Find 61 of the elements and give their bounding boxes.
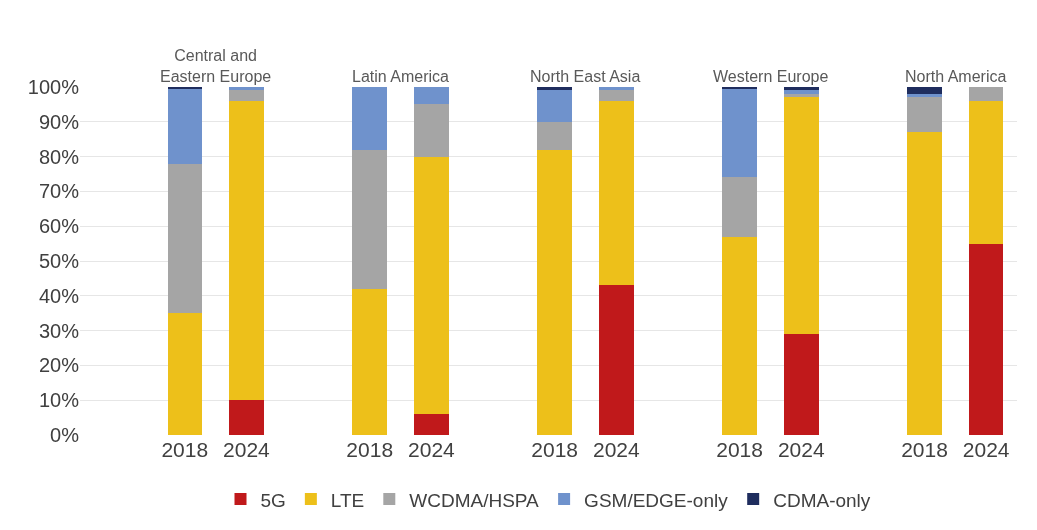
bar — [167, 163, 203, 314]
bar — [783, 97, 819, 335]
legend-label: WCDMA/HSPA — [409, 489, 540, 511]
y-tick-label: 30% — [38, 319, 80, 342]
bar — [599, 90, 634, 101]
y-tick-label: 10% — [38, 389, 80, 412]
x-tick-label: 2024 — [592, 438, 640, 461]
legend-label: GSM/EDGE-only — [584, 489, 729, 511]
y-tick-label: 60% — [38, 215, 80, 238]
bar — [167, 313, 203, 435]
bar — [352, 87, 387, 150]
bar — [229, 100, 264, 401]
x-tick-label: 2024 — [408, 438, 456, 461]
bar — [414, 87, 449, 105]
text: North America — [905, 68, 1007, 85]
y-tick-label: 100% — [27, 76, 80, 98]
bar — [167, 88, 203, 164]
x-tick-label: 2018 — [531, 438, 579, 461]
text: Latin America — [352, 68, 450, 85]
y-tick-label: 90% — [38, 110, 80, 133]
x-tick-label: 2018 — [161, 438, 209, 461]
bar — [229, 400, 264, 435]
y-tick-label: 80% — [38, 145, 80, 168]
bar — [537, 121, 572, 150]
bar — [907, 132, 942, 435]
y-tick-label: 70% — [38, 180, 80, 203]
x-tick-label: 2018 — [716, 438, 763, 461]
bar — [722, 236, 757, 435]
bar — [783, 334, 819, 435]
bar — [352, 149, 387, 289]
bar — [968, 243, 1004, 435]
x-tick-label: 2018 — [346, 438, 394, 461]
y-tick-label: 50% — [38, 250, 80, 272]
text: North East Asia — [530, 68, 641, 85]
bar — [968, 87, 1004, 101]
x-tick-label: 2024 — [777, 438, 825, 461]
bar — [537, 149, 572, 435]
text: Western Europe — [713, 68, 829, 85]
x-tick-label: 2024 — [962, 438, 1010, 461]
bar — [907, 97, 942, 133]
bar — [229, 90, 264, 101]
bar — [722, 88, 757, 178]
bar — [907, 87, 942, 94]
legend-label: 5G — [260, 489, 286, 511]
y-tick-label: 20% — [38, 354, 80, 377]
legend-label: CDMA-only — [773, 489, 871, 511]
bar — [414, 156, 449, 415]
bar — [414, 414, 449, 435]
bar — [599, 100, 634, 286]
bar — [537, 90, 572, 122]
bar — [352, 288, 387, 435]
bar — [599, 285, 634, 435]
bar — [722, 177, 757, 237]
bar — [414, 104, 449, 157]
x-tick-label: 2018 — [901, 438, 948, 461]
legend-label: LTE — [330, 489, 365, 511]
x-tick-label: 2024 — [223, 438, 271, 461]
y-tick-label: 0% — [50, 424, 80, 446]
bar — [968, 100, 1004, 244]
y-tick-label: 40% — [38, 284, 80, 307]
text: Central and Eastern Europe — [160, 47, 272, 85]
